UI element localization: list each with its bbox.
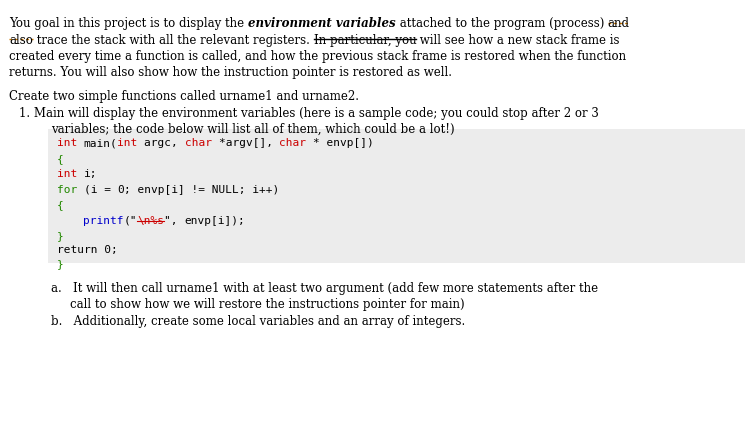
Text: }: } [57,231,64,241]
Text: for: for [57,185,84,195]
Text: i;: i; [84,169,98,179]
Text: {: { [57,200,64,210]
Text: In particular, you: In particular, you [314,34,417,46]
Text: main(: main( [84,138,117,148]
Text: ; envp[i] != NULL; i++): ; envp[i] != NULL; i++) [124,185,280,195]
Text: (i =: (i = [84,185,117,195]
Text: printf: printf [83,216,124,226]
Text: will see how a new stack frame is: will see how a new stack frame is [417,34,620,46]
Text: {: { [57,154,64,164]
Text: ",: ", [164,216,184,226]
Text: attached to the program (process): attached to the program (process) [395,17,608,30]
Text: \n%s: \n%s [137,216,164,226]
Text: int: int [117,138,144,148]
Text: a.   It will then call urname1 with at least two argument (add few more statemen: a. It will then call urname1 with at lea… [51,282,599,295]
Text: envp[i]);: envp[i]); [184,216,245,226]
Text: * envp[]): * envp[]) [313,138,374,148]
Text: environment variables: environment variables [248,17,395,30]
Text: variables; the code below will list all of them, which could be a lot!): variables; the code below will list all … [51,123,455,136]
Text: *argv[],: *argv[], [218,138,280,148]
Text: 0: 0 [117,185,124,195]
Text: char: char [280,138,313,148]
Bar [48,129,745,263]
Text: (": (" [124,216,137,226]
Text: char: char [185,138,218,148]
Text: return 0;: return 0; [57,245,117,255]
Text: and: and [608,17,630,30]
Text: 1. Main will display the environment variables (here is a sample code; you could: 1. Main will display the environment var… [19,107,599,120]
Text: created every time a function is called, and how the previous stack frame is res: created every time a function is called,… [9,50,626,63]
Text: call to show how we will restore the instructions pointer for main): call to show how we will restore the ins… [70,298,465,311]
Text: trace the stack with all the relevant registers.: trace the stack with all the relevant re… [33,34,314,46]
Text: b.   Additionally, create some local variables and an array of integers.: b. Additionally, create some local varia… [51,315,466,328]
Text: int: int [57,138,84,148]
Text: returns. You will also show how the instruction pointer is restored as well.: returns. You will also show how the inst… [9,66,452,79]
Text: int: int [57,169,84,179]
Text: You goal in this project is to display the: You goal in this project is to display t… [9,17,248,30]
Text: }: } [57,259,64,269]
Text: Create two simple functions called urname1 and urname2.: Create two simple functions called urnam… [9,90,359,103]
Text: also: also [9,34,33,46]
Text: argc,: argc, [144,138,185,148]
